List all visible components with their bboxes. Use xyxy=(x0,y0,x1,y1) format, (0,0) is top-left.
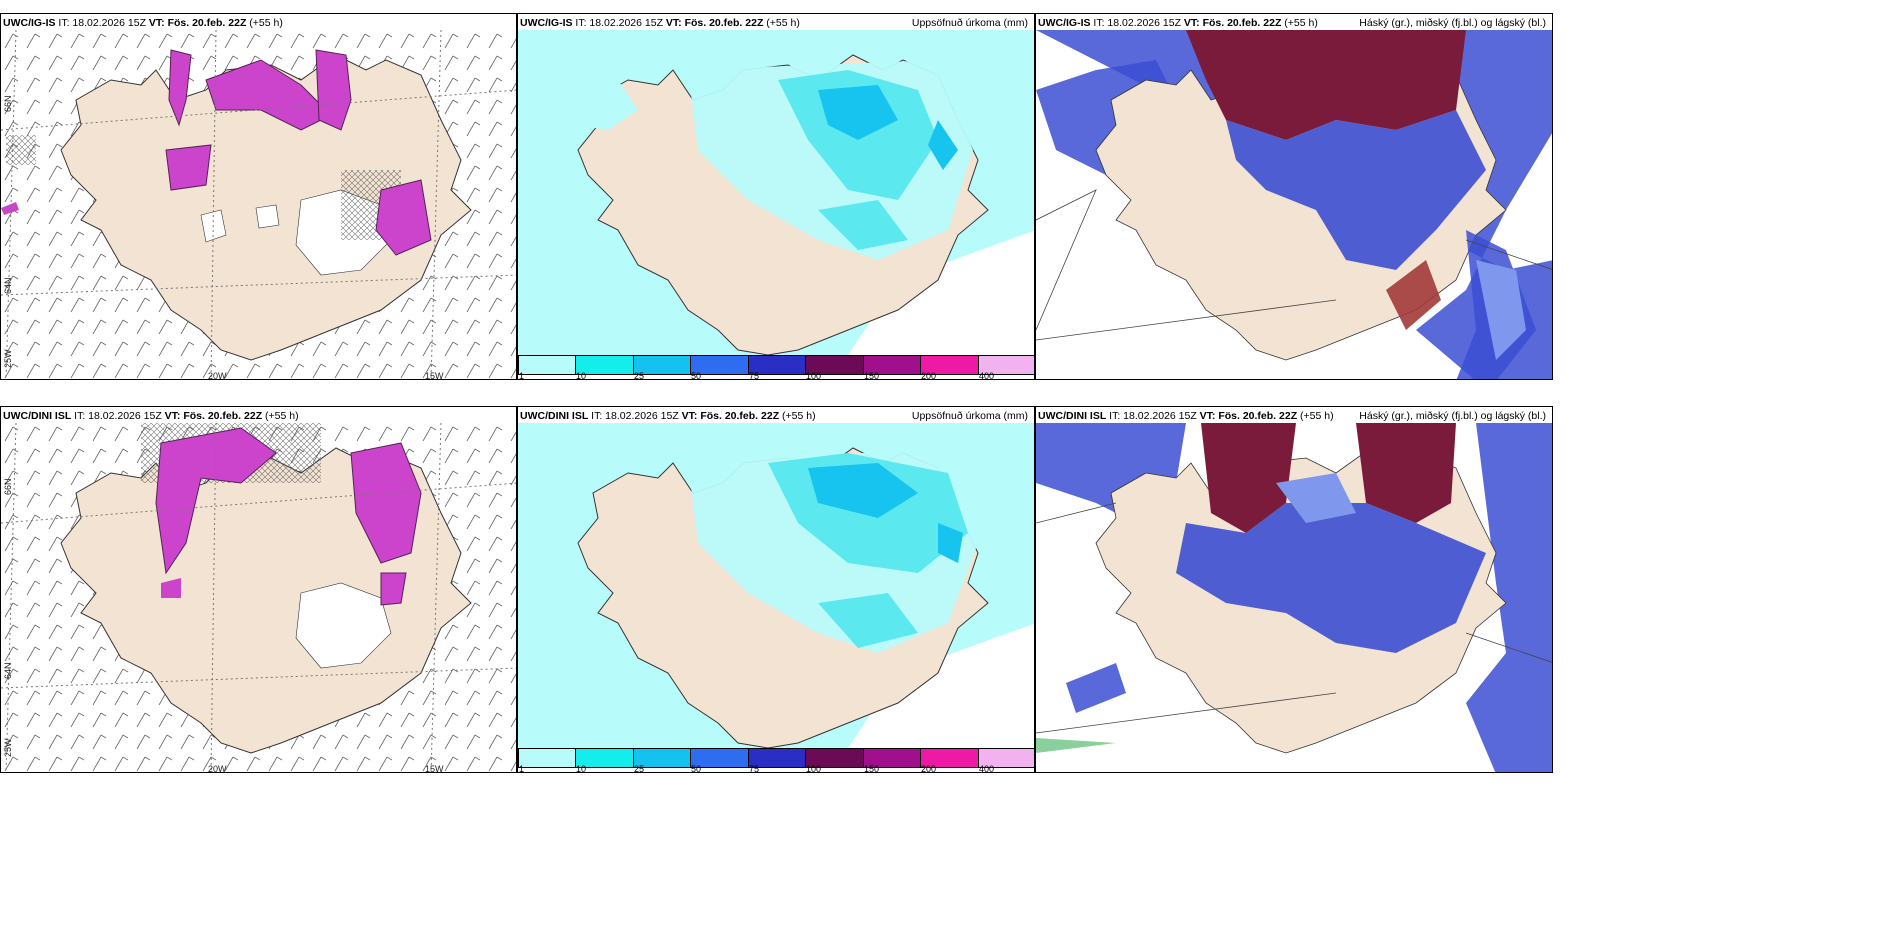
cloud-panel-dini: UWC/DINI ISL IT: 18.02.2026 15Z VT: Fös.… xyxy=(1035,406,1553,773)
cloud-panel-igis: UWC/IG-IS IT: 18.02.2026 15Z VT: Fös. 20… xyxy=(1035,13,1553,380)
lon-label: 25W xyxy=(3,349,13,368)
lat-label: 64N xyxy=(3,662,13,679)
colorbar-tick: 10 xyxy=(576,764,587,773)
lon-label: 20W xyxy=(208,764,227,773)
colorbar-tick: 25 xyxy=(634,371,645,380)
lat-label: 66N xyxy=(3,95,13,112)
colorbar-tick: 400 xyxy=(979,371,995,380)
cloud-map xyxy=(1036,423,1552,772)
panel-header: UWC/IG-IS IT: 18.02.2026 15Z VT: Fös. 20… xyxy=(520,17,800,29)
precip-map xyxy=(518,423,1034,748)
colorbar-tick: 150 xyxy=(864,371,880,380)
colorbar-tick: 100 xyxy=(806,371,822,380)
panel-header: UWC/IG-IS IT: 18.02.2026 15Z VT: Fös. 20… xyxy=(1038,17,1318,29)
lon-label: 25W xyxy=(3,738,13,757)
colorbar-tick: 200 xyxy=(921,371,937,380)
panel-title: Uppsöfnuð úrkoma (mm) xyxy=(911,410,1028,422)
lon-label: 15W xyxy=(425,764,444,773)
panel-title: Háský (gr.), miðský (fj.bl.) og lágský (… xyxy=(1359,17,1546,29)
lon-label: 15W xyxy=(425,371,444,380)
colorbar-tick: 200 xyxy=(921,764,937,773)
colorbar-tick: 10 xyxy=(576,371,587,380)
lat-label: 66N xyxy=(3,478,13,495)
colorbar-tick: 150 xyxy=(864,764,880,773)
precip-panel-dini: UWC/DINI ISL IT: 18.02.2026 15Z VT: Fös.… xyxy=(517,406,1035,773)
panel-header: UWC/DINI ISL IT: 18.02.2026 15Z VT: Fös.… xyxy=(1038,410,1334,422)
panel-header: UWC/DINI ISL IT: 18.02.2026 15Z VT: Fös.… xyxy=(520,410,816,422)
colorbar-tick: 1 xyxy=(519,371,525,380)
colorbar-tick: 1 xyxy=(519,764,525,773)
lon-label: 20W xyxy=(208,371,227,380)
precip-panel-igis: UWC/IG-IS IT: 18.02.2026 15Z VT: Fös. 20… xyxy=(517,13,1035,380)
panel-title: Uppsöfnuð úrkoma (mm) xyxy=(911,17,1028,29)
precip-colorbar xyxy=(518,748,1034,768)
panel-header: UWC/IG-IS IT: 18.02.2026 15Z VT: Fös. 20… xyxy=(3,17,283,29)
colorbar-tick: 75 xyxy=(749,371,760,380)
colorbar-tick: 75 xyxy=(749,764,760,773)
colorbar-tick: 400 xyxy=(979,764,995,773)
colorbar-tick: 50 xyxy=(691,764,702,773)
panel-header: UWC/DINI ISL IT: 18.02.2026 15Z VT: Fös.… xyxy=(3,410,299,422)
precip-map xyxy=(518,30,1034,355)
colorbar-tick: 25 xyxy=(634,764,645,773)
precip-colorbar xyxy=(518,355,1034,375)
colorbar-tick: 100 xyxy=(806,764,822,773)
colorbar-tick: 50 xyxy=(691,371,702,380)
wind-map xyxy=(1,30,516,379)
wind-snow-panel-dini: UWC/DINI ISL IT: 18.02.2026 15Z VT: Fös.… xyxy=(0,406,517,773)
panel-title: Háský (gr.), miðský (fj.bl.) og lágský (… xyxy=(1359,410,1546,422)
wind-map xyxy=(1,423,516,772)
lat-label: 64N xyxy=(3,277,13,294)
cloud-map xyxy=(1036,30,1552,379)
wind-snow-panel-igis: UWC/IG-IS IT: 18.02.2026 15Z VT: Fös. 20… xyxy=(0,13,517,380)
